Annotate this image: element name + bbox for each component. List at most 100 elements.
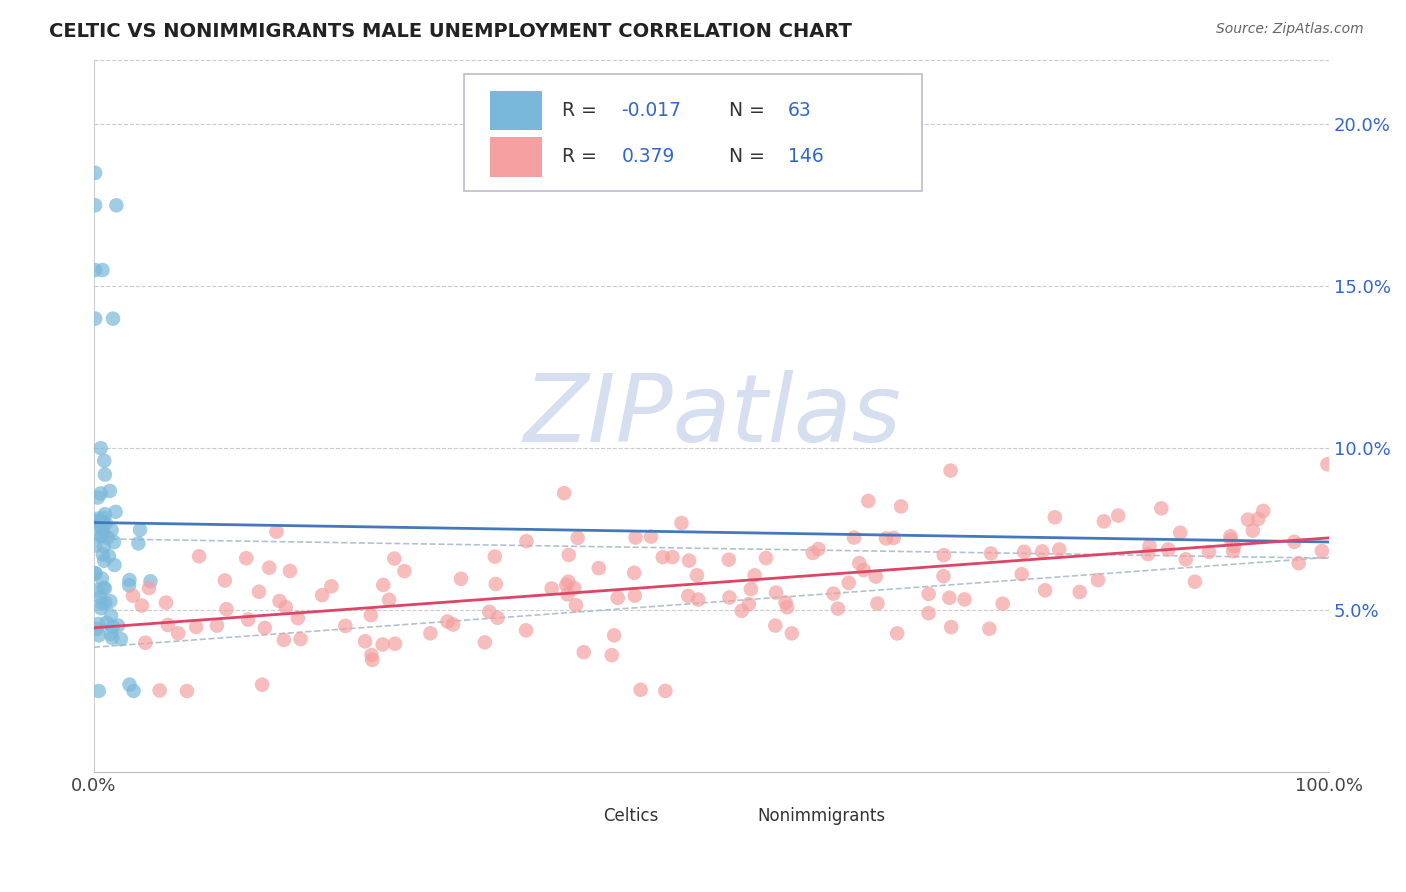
- Point: [1139, 539, 1161, 553]
- Point: [360, 648, 382, 662]
- Point: [90, 572, 112, 586]
- Point: [384, 637, 406, 651]
- FancyBboxPatch shape: [491, 91, 543, 130]
- Point: [485, 577, 508, 591]
- Point: [354, 634, 377, 648]
- Point: [640, 530, 662, 544]
- Text: -0.017: -0.017: [621, 101, 682, 120]
- Point: [156, 618, 179, 632]
- Point: [1222, 544, 1244, 558]
- Point: [875, 532, 897, 546]
- Point: [1043, 510, 1066, 524]
- Point: [852, 563, 875, 577]
- Point: [90, 486, 112, 500]
- Point: [100, 627, 122, 641]
- Point: [917, 606, 939, 620]
- Point: [474, 635, 496, 649]
- Point: [600, 648, 623, 662]
- Point: [1087, 573, 1109, 587]
- Point: [287, 611, 309, 625]
- Point: [93, 554, 115, 568]
- Point: [1069, 585, 1091, 599]
- Point: [155, 596, 177, 610]
- Point: [1198, 545, 1220, 559]
- Point: [90, 441, 112, 455]
- Point: [763, 618, 786, 632]
- Point: [671, 516, 693, 530]
- Point: [382, 551, 405, 566]
- Point: [436, 615, 458, 629]
- Point: [731, 604, 754, 618]
- Point: [127, 536, 149, 550]
- Point: [1033, 583, 1056, 598]
- Point: [1223, 539, 1246, 553]
- Point: [101, 620, 124, 634]
- Point: [93, 454, 115, 468]
- Point: [89, 518, 111, 533]
- Point: [94, 582, 117, 596]
- Point: [858, 494, 880, 508]
- Point: [139, 574, 162, 589]
- Point: [1012, 545, 1035, 559]
- Point: [167, 626, 190, 640]
- Point: [866, 597, 889, 611]
- Point: [630, 682, 652, 697]
- Point: [118, 578, 141, 592]
- Point: [188, 549, 211, 564]
- Text: N =: N =: [728, 147, 770, 167]
- Point: [250, 678, 273, 692]
- Point: [572, 645, 595, 659]
- Text: Nonimmigrants: Nonimmigrants: [758, 807, 886, 825]
- Point: [717, 552, 740, 566]
- Point: [1316, 458, 1339, 472]
- Point: [807, 541, 830, 556]
- Point: [842, 531, 865, 545]
- Point: [515, 624, 537, 638]
- Point: [890, 500, 912, 514]
- Text: CELTIC VS NONIMMIGRANTS MALE UNEMPLOYMENT CORRELATION CHART: CELTIC VS NONIMMIGRANTS MALE UNEMPLOYMEN…: [49, 22, 852, 41]
- Point: [932, 548, 955, 562]
- Point: [718, 591, 741, 605]
- Point: [104, 505, 127, 519]
- Point: [87, 491, 110, 505]
- Point: [93, 540, 115, 554]
- Point: [1310, 544, 1333, 558]
- Point: [96, 615, 118, 630]
- Point: [555, 578, 578, 592]
- Point: [278, 564, 301, 578]
- Point: [236, 613, 259, 627]
- Point: [321, 579, 343, 593]
- Point: [558, 548, 581, 562]
- Point: [991, 597, 1014, 611]
- Point: [87, 617, 110, 632]
- Point: [247, 584, 270, 599]
- Point: [654, 684, 676, 698]
- Point: [266, 524, 288, 539]
- Point: [138, 581, 160, 595]
- Point: [94, 507, 117, 521]
- Point: [371, 638, 394, 652]
- Point: [100, 523, 122, 537]
- Point: [122, 589, 145, 603]
- Point: [553, 486, 575, 500]
- Point: [557, 587, 579, 601]
- Point: [606, 591, 628, 605]
- Bar: [711, 809, 742, 830]
- FancyBboxPatch shape: [491, 137, 543, 177]
- Point: [269, 594, 291, 608]
- Point: [588, 561, 610, 575]
- Point: [253, 621, 276, 635]
- Point: [215, 602, 238, 616]
- Point: [1092, 514, 1115, 528]
- Point: [86, 583, 108, 598]
- Point: [1150, 501, 1173, 516]
- Point: [932, 569, 955, 583]
- Point: [1284, 534, 1306, 549]
- Point: [678, 589, 700, 603]
- Point: [623, 589, 645, 603]
- Point: [134, 636, 156, 650]
- Point: [94, 596, 117, 610]
- Point: [84, 566, 107, 581]
- Point: [84, 198, 107, 212]
- Point: [776, 600, 799, 615]
